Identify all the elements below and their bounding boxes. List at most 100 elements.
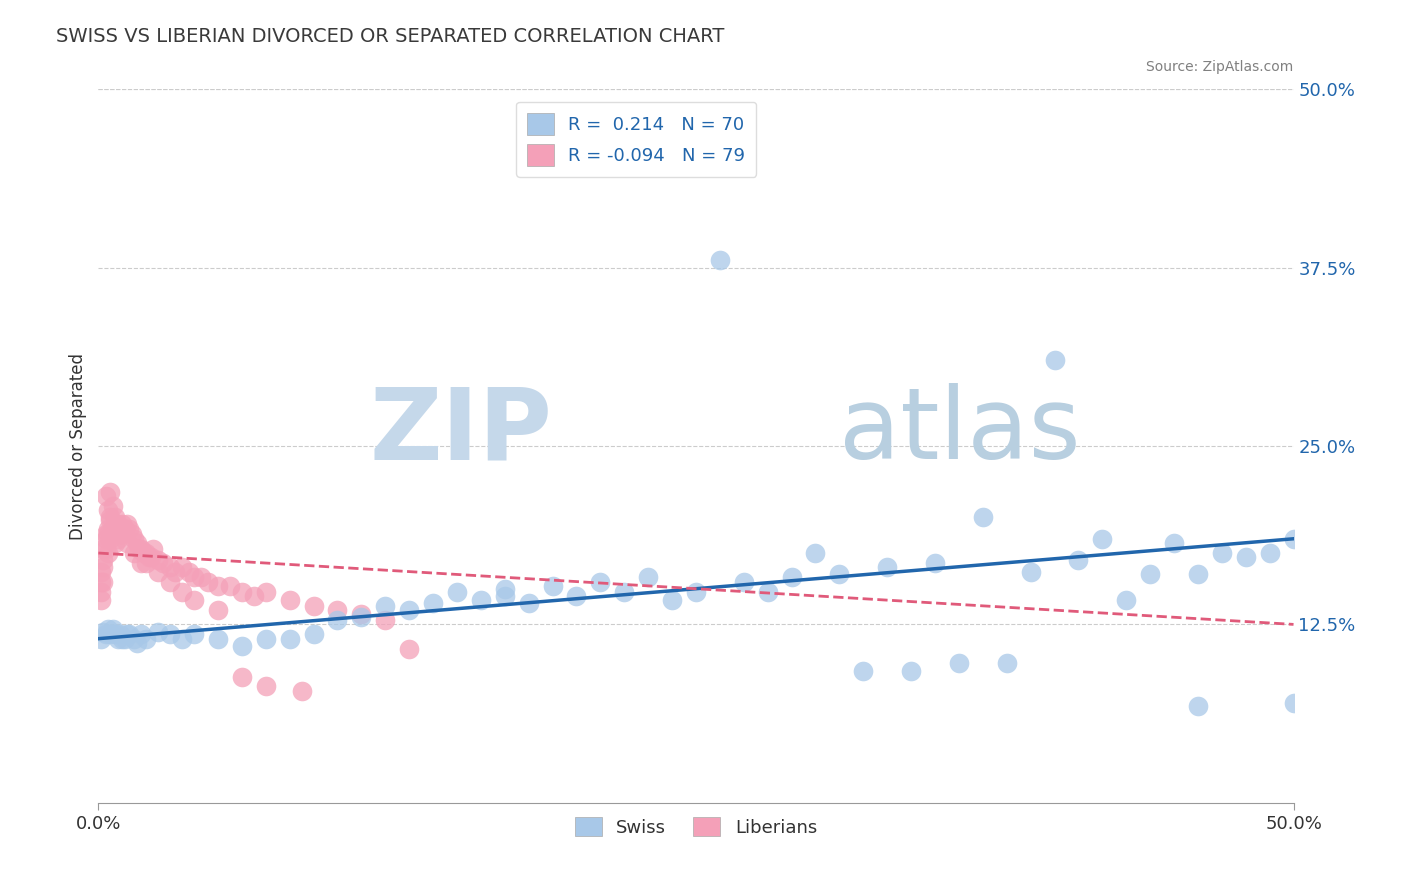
Point <box>121 527 143 541</box>
Point <box>637 570 659 584</box>
Point <box>91 541 114 556</box>
Point <box>172 560 194 574</box>
Point <box>132 546 155 560</box>
Point <box>254 584 277 599</box>
Point <box>1163 536 1185 550</box>
Point <box>756 584 779 599</box>
Point <box>1187 698 1209 713</box>
Text: atlas: atlas <box>839 384 1081 480</box>
Point <box>398 641 420 656</box>
Point <box>148 553 170 567</box>
Text: SWISS VS LIBERIAN DIVORCED OR SEPARATED CORRELATION CHART: SWISS VS LIBERIAN DIVORCED OR SEPARATED … <box>56 27 724 45</box>
Point <box>91 624 114 639</box>
Point <box>172 632 194 646</box>
Point <box>107 517 129 532</box>
Point <box>128 541 150 556</box>
Point <box>124 546 146 560</box>
Point <box>733 574 755 589</box>
Point <box>131 627 153 641</box>
Point <box>125 536 148 550</box>
Point <box>108 522 131 536</box>
Point <box>494 589 516 603</box>
Point <box>111 524 134 539</box>
Point <box>190 570 212 584</box>
Point <box>207 603 229 617</box>
Point <box>139 550 162 565</box>
Point <box>107 532 129 546</box>
Point <box>131 541 153 556</box>
Text: Source: ZipAtlas.com: Source: ZipAtlas.com <box>1146 61 1294 74</box>
Point <box>94 527 117 541</box>
Point <box>1234 550 1257 565</box>
Point <box>326 613 349 627</box>
Point <box>374 613 396 627</box>
Point <box>254 679 277 693</box>
Point <box>98 513 122 527</box>
Point <box>97 503 120 517</box>
Point <box>111 632 134 646</box>
Point <box>972 510 994 524</box>
Point <box>131 556 153 570</box>
Point <box>159 574 181 589</box>
Point <box>172 584 194 599</box>
Point <box>828 567 851 582</box>
Point <box>183 593 205 607</box>
Point <box>350 607 373 622</box>
Point <box>326 603 349 617</box>
Point <box>278 593 301 607</box>
Point <box>948 656 970 670</box>
Point <box>98 484 122 499</box>
Point <box>231 670 253 684</box>
Point <box>207 579 229 593</box>
Point <box>685 584 707 599</box>
Point <box>101 527 124 541</box>
Point <box>125 636 148 650</box>
Point <box>852 665 875 679</box>
Point <box>97 527 120 541</box>
Point <box>374 599 396 613</box>
Point <box>302 599 325 613</box>
Point <box>94 541 117 556</box>
Point <box>780 570 803 584</box>
Point <box>494 582 516 596</box>
Point <box>101 522 124 536</box>
Point <box>804 546 827 560</box>
Point <box>135 556 157 570</box>
Point <box>517 596 540 610</box>
Point <box>111 527 134 541</box>
Point <box>90 584 112 599</box>
Point <box>197 574 219 589</box>
Point <box>876 560 898 574</box>
Point <box>1115 593 1137 607</box>
Point <box>231 584 253 599</box>
Point <box>1187 567 1209 582</box>
Point <box>1019 565 1042 579</box>
Point <box>90 632 112 646</box>
Point <box>97 622 120 636</box>
Point <box>114 522 136 536</box>
Point <box>589 574 612 589</box>
Point <box>91 553 114 567</box>
Point <box>152 556 174 570</box>
Point <box>94 489 117 503</box>
Point <box>163 565 186 579</box>
Text: ZIP: ZIP <box>370 384 553 480</box>
Point <box>124 632 146 646</box>
Point <box>90 593 112 607</box>
Point <box>159 560 181 574</box>
Point <box>1091 532 1114 546</box>
Point <box>104 527 127 541</box>
Point <box>446 584 468 599</box>
Point <box>1258 546 1281 560</box>
Point <box>219 579 242 593</box>
Point <box>302 627 325 641</box>
Point <box>231 639 253 653</box>
Point <box>104 627 127 641</box>
Point <box>142 541 165 556</box>
Point <box>108 527 131 541</box>
Point <box>90 565 112 579</box>
Point <box>94 532 117 546</box>
Point <box>1067 553 1090 567</box>
Point <box>115 627 138 641</box>
Point <box>108 627 131 641</box>
